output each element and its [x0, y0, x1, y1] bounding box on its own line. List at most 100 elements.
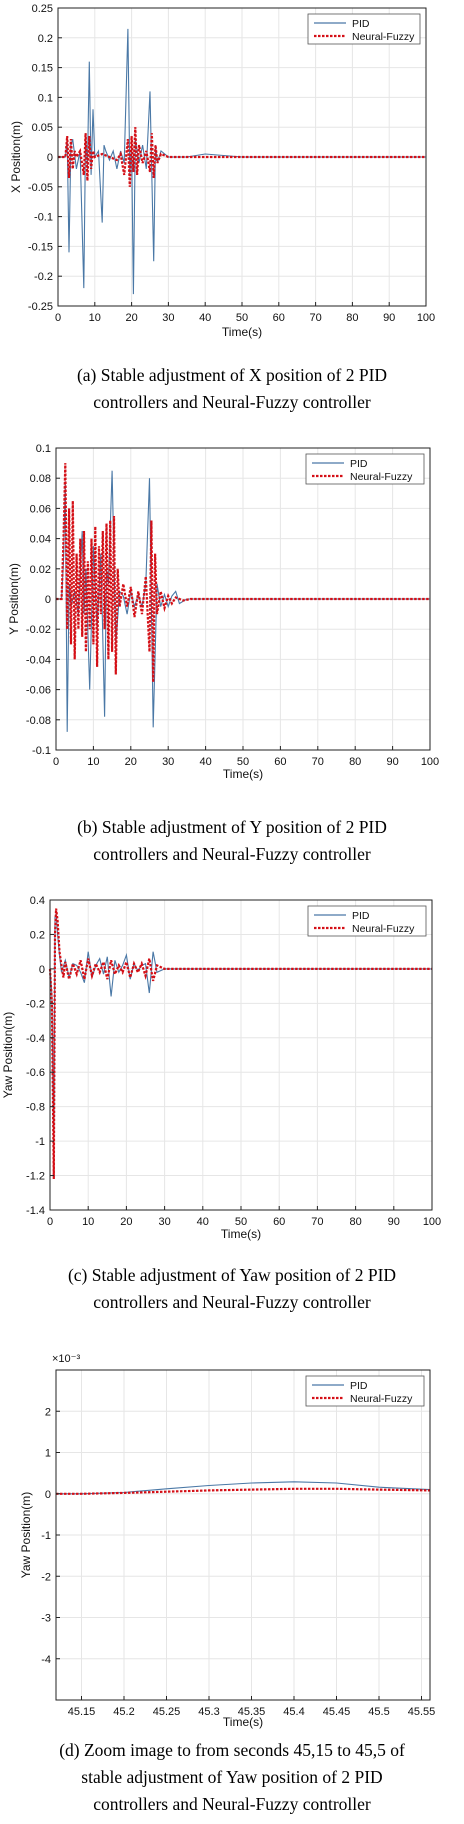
y-tick-label: -0.05 — [28, 182, 53, 194]
x-tick-label: 20 — [120, 1216, 132, 1228]
x-tick-label: 45.45 — [323, 1706, 351, 1718]
y-tick-label: 0 — [39, 964, 45, 976]
caption-c-line1: (c) Stable adjustment of Yaw position of… — [67, 1265, 397, 1285]
y-axis-label: Y Position(m) — [7, 563, 21, 635]
x-tick-label: 70 — [309, 312, 321, 324]
legend-pid-label: PID — [350, 1380, 368, 1392]
y-tick-label: -0.8 — [26, 1102, 45, 1114]
caption-d: (d) Zoom image to from seconds 45,15 to … — [0, 1737, 464, 1818]
x-tick-label: 45.2 — [113, 1706, 134, 1718]
x-tick-label: 45.55 — [408, 1706, 436, 1718]
caption-a-line2: controllers and Neural-Fuzzy controller — [93, 392, 371, 412]
x-tick-label: 10 — [89, 312, 101, 324]
y-tick-label: -0.02 — [26, 624, 51, 636]
x-tick-label: 45.4 — [283, 1706, 304, 1718]
x-tick-label: 0 — [55, 312, 61, 324]
x-tick-label: 60 — [273, 312, 285, 324]
y-tick-label: 0.25 — [32, 3, 53, 15]
y-tick-label: -0.2 — [34, 271, 53, 283]
x-tick-label: 45.15 — [68, 1706, 96, 1718]
x-tick-label: 60 — [274, 756, 286, 768]
series-neural-fuzzy-line — [48, 908, 432, 1180]
chart-yaw-position: 0 10 20 30 40 50 60 70 80 90 100 -1.4 -1.2 -1 -0.8 -0.6… — [1, 895, 441, 1241]
caption-b-line2: controllers and Neural-Fuzzy controller — [93, 844, 371, 864]
y-tick-label: 0.06 — [30, 503, 51, 515]
x-tick-label: 100 — [421, 756, 439, 768]
legend-pid-label: PID — [350, 458, 368, 470]
x-axis-label: Time(s) — [223, 767, 263, 781]
y-tick-label: -1 — [35, 1136, 45, 1148]
x-tick-label: 80 — [349, 756, 361, 768]
series-neural-fuzzy-line — [56, 463, 430, 683]
y-tick-label: 0.05 — [32, 122, 53, 134]
chart-panel-x: 0 10 20 30 40 50 60 70 80 90 100 -0.25 -0.2 -0.15 -0.1… — [0, 0, 464, 360]
y-tick-label: -0.1 — [32, 745, 51, 757]
x-tick-label: 0 — [47, 1216, 53, 1228]
legend-neural-fuzzy-label: Neural-Fuzzy — [350, 471, 413, 483]
x-tick-label: 70 — [312, 756, 324, 768]
chart-panel-yaw-zoom: 45.15 45.2 45.25 45.3 45.35 45.4 45.45 45.5 45.5… — [0, 1340, 464, 1734]
x-tick-label: 50 — [235, 1216, 247, 1228]
caption-a-line1: (a) Stable adjustment of X position of 2… — [76, 365, 388, 385]
y-multiplier-label: ×10⁻³ — [52, 1353, 80, 1365]
x-tick-label: 80 — [346, 312, 358, 324]
caption-b-line1: (b) Stable adjustment of Y position of 2… — [77, 817, 387, 837]
y-tick-label: 0 — [45, 1489, 51, 1501]
series-neural-fuzzy-line — [56, 1487, 431, 1495]
x-tick-label: 40 — [197, 1216, 209, 1228]
y-tick-label: 1 — [45, 1448, 51, 1460]
y-tick-label: -3 — [41, 1613, 51, 1625]
y-tick-label: -1 — [41, 1530, 51, 1542]
caption-d-line2: stable adjustment of Yaw position of 2 P… — [81, 1767, 383, 1787]
y-tick-label: -0.15 — [28, 241, 53, 253]
caption-d-line1: (d) Zoom image to from seconds 45,15 to … — [59, 1740, 405, 1760]
series-pid-line — [56, 1481, 431, 1495]
y-axis-label: Yaw Position(m) — [19, 1492, 33, 1578]
caption-b: (b) Stable adjustment of Y position of 2… — [0, 814, 464, 868]
y-tick-label: -0.4 — [26, 1033, 45, 1045]
x-tick-label: 80 — [349, 1216, 361, 1228]
y-axis-label: X Position(m) — [9, 121, 23, 193]
x-tick-label: 20 — [125, 756, 137, 768]
y-tick-label: 0.1 — [38, 92, 53, 104]
y-tick-label: 0.08 — [30, 473, 51, 485]
x-tick-label: 45.35 — [238, 1706, 266, 1718]
y-tick-label: 0.02 — [30, 564, 51, 576]
chart-panel-yaw: 0 10 20 30 40 50 60 70 80 90 100 -1.4 -1.2 -1 -0.8 -0.6… — [0, 892, 464, 1258]
legend-neural-fuzzy-label: Neural-Fuzzy — [352, 31, 415, 43]
y-tick-label: 0.1 — [36, 443, 51, 455]
y-tick-label: -4 — [41, 1654, 51, 1666]
y-tick-label: 0.2 — [38, 33, 53, 45]
x-tick-label: 50 — [237, 756, 249, 768]
x-tick-label: 40 — [199, 312, 211, 324]
x-tick-label: 30 — [162, 312, 174, 324]
y-tick-label: 0.4 — [30, 895, 45, 907]
chart-panel-y: 0 10 20 30 40 50 60 70 80 90 100 -0.1 -0.08 -0.06 -0.0… — [0, 440, 464, 810]
y-tick-label: -2 — [41, 1571, 51, 1583]
y-tick-label: 0.04 — [30, 534, 51, 546]
y-tick-label: 0.2 — [30, 929, 45, 941]
x-tick-label: 100 — [417, 312, 435, 324]
x-axis-label: Time(s) — [223, 1715, 263, 1729]
y-tick-label: -0.25 — [28, 301, 53, 313]
series-neural-fuzzy-line — [58, 127, 426, 187]
chart-x-position: 0 10 20 30 40 50 60 70 80 90 100 -0.25 -0.2 -0.15 -0.1… — [9, 3, 435, 339]
x-tick-label: 60 — [273, 1216, 285, 1228]
x-axis-label: Time(s) — [221, 1227, 261, 1241]
y-tick-label: -0.2 — [26, 998, 45, 1010]
legend-neural-fuzzy-label: Neural-Fuzzy — [352, 923, 415, 935]
x-tick-label: 45.25 — [153, 1706, 181, 1718]
legend-pid-label: PID — [352, 18, 370, 30]
caption-c-line2: controllers and Neural-Fuzzy controller — [93, 1292, 371, 1312]
legend-box — [307, 905, 427, 937]
x-tick-label: 10 — [87, 756, 99, 768]
legend-box — [305, 453, 425, 485]
chart-y-position: 0 10 20 30 40 50 60 70 80 90 100 -0.1 -0.08 -0.06 -0.0… — [7, 443, 439, 781]
chart-yaw-zoom: 45.15 45.2 45.25 45.3 45.35 45.4 45.45 45.5 45.5… — [19, 1353, 436, 1729]
x-tick-label: 50 — [236, 312, 248, 324]
x-tick-label: 0 — [53, 756, 59, 768]
x-tick-label: 100 — [423, 1216, 441, 1228]
x-tick-label: 90 — [386, 756, 398, 768]
y-tick-label: -0.04 — [26, 654, 51, 666]
legend-box — [305, 1375, 425, 1407]
